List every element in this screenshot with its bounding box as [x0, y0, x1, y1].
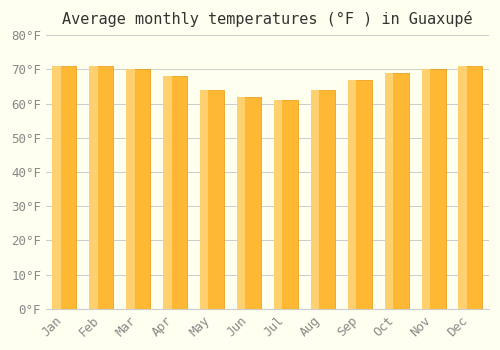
- Bar: [348, 80, 372, 309]
- Bar: [237, 97, 261, 309]
- Bar: [384, 73, 408, 309]
- Bar: [348, 80, 356, 309]
- Bar: [384, 73, 393, 309]
- Bar: [458, 66, 482, 309]
- Bar: [274, 100, 298, 309]
- Bar: [237, 97, 246, 309]
- Bar: [126, 69, 134, 309]
- Bar: [458, 66, 467, 309]
- Bar: [274, 100, 282, 309]
- Bar: [200, 90, 224, 309]
- Bar: [422, 69, 446, 309]
- Bar: [200, 90, 208, 309]
- Bar: [52, 66, 76, 309]
- Bar: [90, 66, 98, 309]
- Bar: [52, 66, 61, 309]
- Bar: [163, 76, 187, 309]
- Bar: [126, 69, 150, 309]
- Bar: [422, 69, 430, 309]
- Bar: [311, 90, 319, 309]
- Bar: [90, 66, 114, 309]
- Bar: [163, 76, 172, 309]
- Title: Average monthly temperatures (°F ) in Guaxupé: Average monthly temperatures (°F ) in Gu…: [62, 11, 472, 27]
- Bar: [311, 90, 335, 309]
